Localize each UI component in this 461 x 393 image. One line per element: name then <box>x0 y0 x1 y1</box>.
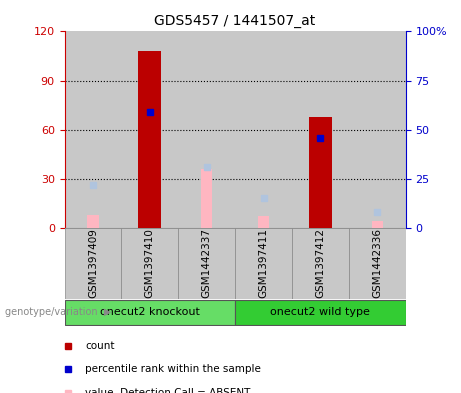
Text: GSM1397409: GSM1397409 <box>88 228 98 298</box>
Bar <box>87 215 99 228</box>
Bar <box>309 117 332 228</box>
Bar <box>178 31 235 228</box>
Title: GDS5457 / 1441507_at: GDS5457 / 1441507_at <box>154 14 316 28</box>
Bar <box>349 31 406 228</box>
Bar <box>258 217 269 228</box>
Text: GSM1397411: GSM1397411 <box>259 228 269 298</box>
Text: percentile rank within the sample: percentile rank within the sample <box>85 364 261 375</box>
Bar <box>372 221 383 228</box>
Text: genotype/variation  ▶: genotype/variation ▶ <box>5 307 111 318</box>
Bar <box>292 31 349 228</box>
Text: GSM1442336: GSM1442336 <box>372 228 382 298</box>
Text: GSM1397410: GSM1397410 <box>145 228 155 298</box>
Bar <box>138 51 161 228</box>
Text: onecut2 wild type: onecut2 wild type <box>271 307 370 318</box>
Bar <box>292 228 349 299</box>
Bar <box>65 300 235 325</box>
Bar <box>349 228 406 299</box>
Text: onecut2 knockout: onecut2 knockout <box>100 307 200 318</box>
Bar <box>235 31 292 228</box>
Bar <box>235 300 406 325</box>
Bar <box>235 228 292 299</box>
Bar <box>121 31 178 228</box>
Text: value, Detection Call = ABSENT: value, Detection Call = ABSENT <box>85 388 250 393</box>
Bar <box>121 228 178 299</box>
Text: count: count <box>85 341 114 351</box>
Text: GSM1397412: GSM1397412 <box>315 228 325 298</box>
Bar <box>65 228 121 299</box>
Bar <box>201 169 213 228</box>
Bar <box>65 31 121 228</box>
Text: GSM1442337: GSM1442337 <box>201 228 212 298</box>
Bar <box>178 228 235 299</box>
